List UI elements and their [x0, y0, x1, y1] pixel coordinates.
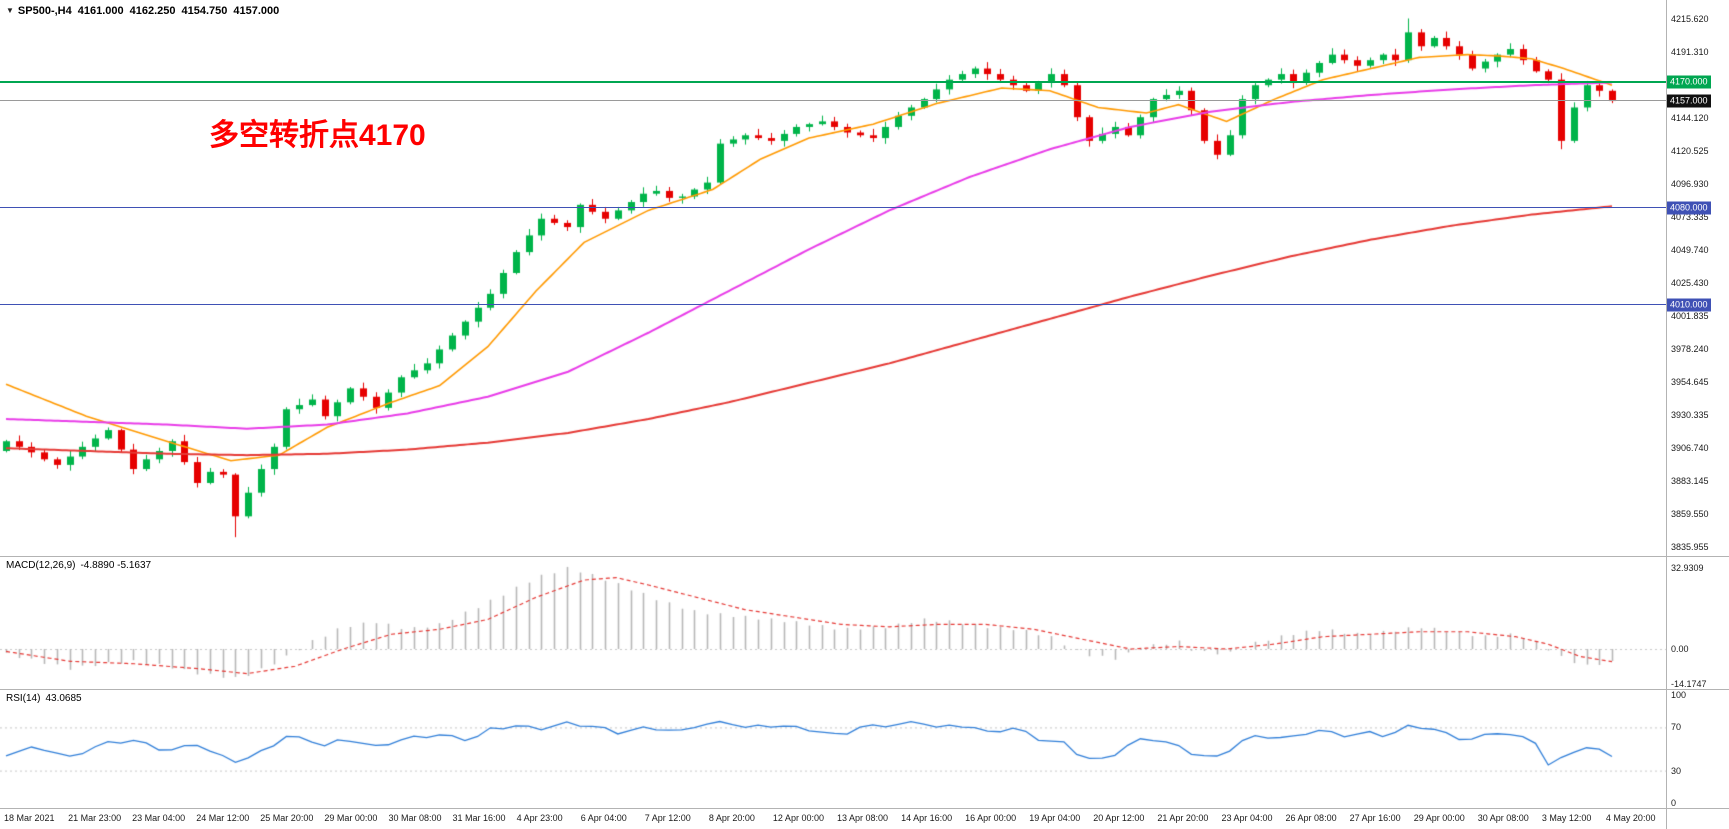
time-axis-label: 12 Apr 00:00 [772, 813, 824, 823]
rsi-value-label: 43.0685 [45, 693, 82, 704]
rsi-axis-label: 0 [1671, 798, 1677, 808]
price-axis-label: 3883.145 [1671, 476, 1709, 486]
price-level-line-4080[interactable] [0, 207, 1666, 209]
price-axis-label: 4025.430 [1671, 278, 1709, 288]
time-axis-label: 14 Apr 16:00 [901, 813, 953, 823]
time-axis-label: 18 Mar 2021 [4, 813, 55, 823]
price-axis-label: 3954.645 [1671, 377, 1709, 387]
ohlc-low-value: 4154.750 [181, 5, 228, 17]
price-axis-label: 4191.310 [1671, 47, 1709, 57]
ohlc-open-value: 4161.000 [77, 5, 124, 17]
rsi-name-label: RSI(14) [6, 693, 41, 704]
rsi-indicator-label: RSI(14) 43.0685 [6, 693, 82, 704]
price-chart-canvas[interactable] [0, 0, 1666, 556]
time-axis-label: 16 Apr 00:00 [965, 813, 1017, 823]
price-axis-label: 3906.740 [1671, 443, 1709, 453]
time-axis-label: 30 Apr 08:00 [1477, 813, 1529, 823]
price-axis-label: 4096.930 [1671, 179, 1709, 189]
price-axis-label: 4073.335 [1671, 212, 1709, 222]
ohlc-high-value: 4162.250 [129, 5, 176, 17]
price-level-badge: 4080.000 [1667, 201, 1711, 215]
time-axis-label: 29 Mar 00:00 [324, 813, 378, 823]
time-axis-label: 4 Apr 23:00 [516, 813, 563, 823]
time-axis-label: 7 Apr 12:00 [644, 813, 691, 823]
time-axis-label: 29 Apr 00:00 [1413, 813, 1465, 823]
price-axis-border [1666, 0, 1667, 829]
price-level-line-4010[interactable] [0, 304, 1666, 306]
time-axis-label: 30 Mar 08:00 [388, 813, 442, 823]
time-axis-separator [0, 808, 1729, 809]
macd-axis-label: 0.00 [1671, 644, 1689, 654]
macd-name-label: MACD(12,26,9) [6, 560, 76, 571]
price-axis-label: 3930.335 [1671, 410, 1709, 420]
macd-panel-separator[interactable] [0, 556, 1729, 557]
time-axis-label: 3 May 12:00 [1541, 813, 1592, 823]
time-axis-label: 21 Apr 20:00 [1157, 813, 1209, 823]
chart-annotation-text: 多空转折点4170 [209, 119, 426, 152]
price-level-line-4170[interactable] [0, 81, 1666, 84]
time-axis-label: 19 Apr 04:00 [1029, 813, 1081, 823]
price-axis-label: 3835.955 [1671, 542, 1709, 552]
time-axis-label: 26 Apr 08:00 [1285, 813, 1337, 823]
macd-panel-canvas[interactable] [0, 557, 1666, 689]
price-axis-label: 3978.240 [1671, 344, 1709, 354]
time-axis-label: 23 Apr 04:00 [1221, 813, 1273, 823]
time-axis-label: 20 Apr 12:00 [1093, 813, 1145, 823]
rsi-panel-separator[interactable] [0, 689, 1729, 690]
time-axis-label: 8 Apr 20:00 [708, 813, 755, 823]
time-axis-label: 13 Apr 08:00 [837, 813, 889, 823]
macd-values-label: -4.8890 -5.1637 [80, 560, 152, 571]
time-axis-label: 23 Mar 04:00 [132, 813, 186, 823]
price-axis-label: 4144.120 [1671, 113, 1709, 123]
macd-axis-label: -14.1747 [1671, 678, 1707, 689]
time-axis-label: 31 Mar 16:00 [452, 813, 506, 823]
time-axis-label: 21 Mar 23:00 [68, 813, 122, 823]
time-axis-label: 4 May 20:00 [1605, 813, 1656, 823]
rsi-axis-label: 100 [1671, 690, 1687, 700]
price-axis-label: 4120.525 [1671, 146, 1709, 156]
price-axis-label: 4215.620 [1671, 14, 1709, 24]
time-axis-label: 24 Mar 12:00 [196, 813, 250, 823]
rsi-axis-label: 70 [1671, 722, 1682, 733]
time-axis-label: 27 Apr 16:00 [1349, 813, 1401, 823]
price-axis-label: 3859.550 [1671, 509, 1709, 519]
price-level-line-4157[interactable] [0, 100, 1666, 102]
price-level-badge: 4010.000 [1667, 298, 1711, 312]
symbol-period-label: SP500-,H4 [17, 5, 72, 17]
chart-header: ▼ SP500-,H4 4161.000 4162.250 4154.750 4157.0… [6, 5, 279, 17]
symbol-marker-icon[interactable]: ▼ [6, 6, 14, 15]
price-level-badge: 4157.000 [1667, 94, 1711, 108]
price-axis-label: 4001.835 [1671, 311, 1709, 321]
price-level-badge: 4170.000 [1667, 75, 1711, 89]
macd-axis-label: 32.9309 [1671, 562, 1704, 573]
time-axis-label: 6 Apr 04:00 [580, 813, 627, 823]
ohlc-close-value: 4157.000 [233, 5, 280, 17]
rsi-axis-label: 30 [1671, 765, 1682, 776]
rsi-panel-canvas[interactable] [0, 690, 1666, 808]
macd-indicator-label: MACD(12,26,9) -4.8890 -5.1637 [6, 560, 151, 571]
price-axis-label: 4049.740 [1671, 245, 1709, 255]
time-axis-label: 25 Mar 20:00 [260, 813, 314, 823]
